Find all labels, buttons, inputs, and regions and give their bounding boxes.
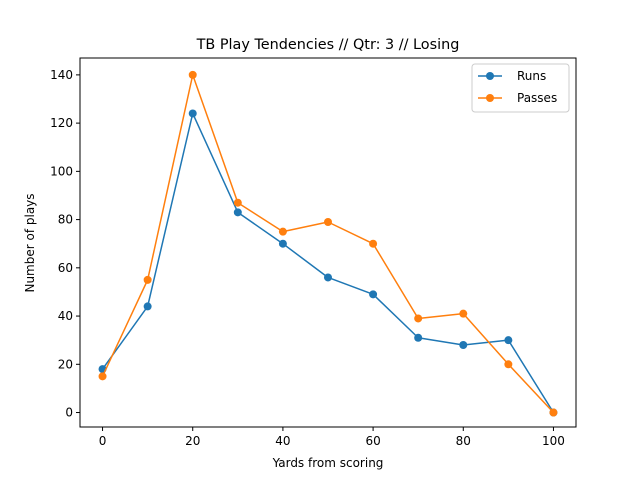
axis-ticks: 0 20 40 60 80 100 0 20 40 60 80 100 120 140 (50, 57, 577, 448)
y-tick-label: 60 (58, 261, 73, 275)
y-tick-label: 80 (58, 213, 73, 227)
x-tick-label: 40 (275, 434, 290, 448)
axes-frame (79, 57, 577, 428)
x-tick-label: 100 (542, 434, 565, 448)
data-point-passes (278, 227, 287, 236)
data-point-passes (459, 309, 468, 318)
y-tick-label: 120 (50, 116, 73, 130)
legend: Runs Passes (471, 63, 570, 113)
data-point-runs (414, 333, 423, 342)
y-tick-label: 20 (58, 357, 73, 371)
data-point-runs (188, 109, 197, 118)
data-point-passes (324, 218, 332, 226)
data-point-runs (233, 208, 242, 217)
data-point-passes (233, 198, 242, 207)
data-point-runs (369, 290, 378, 299)
x-tick-label: 60 (365, 434, 380, 448)
y-tick-label: 40 (58, 309, 73, 323)
y-tick-label: 0 (65, 406, 73, 420)
data-point-passes (143, 275, 152, 284)
data-point-runs (459, 341, 468, 349)
data-point-passes (188, 70, 197, 79)
x-axis-label: Yards from scoring (272, 456, 384, 470)
legend-marker-passes (486, 94, 494, 102)
data-point-runs (324, 273, 332, 282)
x-tick-label: 80 (456, 434, 471, 448)
data-point-passes (98, 372, 107, 381)
x-tick-label: 0 (99, 434, 107, 448)
y-tick-label: 140 (50, 68, 73, 82)
data-point-runs (504, 336, 513, 345)
y-tick-label: 100 (50, 164, 73, 178)
chart-title: TB Play Tendencies // Qtr: 3 // Losing (196, 37, 460, 53)
y-axis-label: Number of plays (23, 193, 37, 292)
legend-label-runs: Runs (517, 69, 546, 83)
data-point-passes (504, 360, 513, 369)
data-point-runs (278, 239, 287, 248)
data-point-passes (369, 239, 378, 248)
legend-label-passes: Passes (517, 91, 557, 105)
x-tick-label: 20 (185, 434, 200, 448)
legend-marker-runs (486, 72, 494, 80)
plot-area (98, 70, 558, 417)
data-point-runs (143, 302, 152, 311)
data-point-passes (414, 314, 423, 323)
data-point-passes (549, 408, 558, 417)
